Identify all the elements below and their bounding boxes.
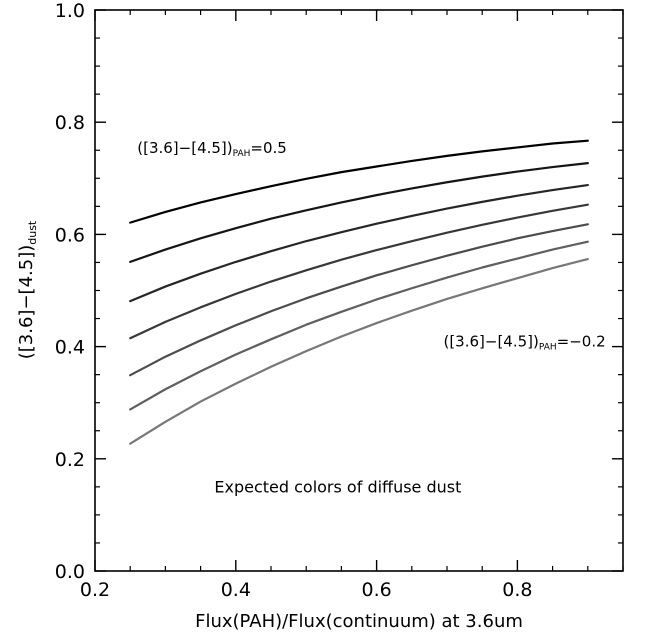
x-tick-label: 0.4 xyxy=(221,579,251,601)
series-line-1 xyxy=(129,139,589,224)
annotation-caption: Expected colors of diffuse dust xyxy=(214,477,461,496)
y-tick-label: 1.0 xyxy=(55,0,85,22)
series-line-5 xyxy=(129,223,589,377)
series-layer xyxy=(129,139,589,445)
tick-layer: 0.2 0.4 0.6 0.80.00.20.40.60.81.0 xyxy=(55,0,624,601)
y-tick-label: 0.0 xyxy=(55,561,85,583)
annotation-layer: ([3.6]−[4.5])PAH=0.5([3.6]−[4.5])PAH=−0.… xyxy=(137,139,605,496)
y-axis-title-main: ([3.6]−[4.5]) xyxy=(16,245,37,359)
series-line-4 xyxy=(129,203,589,340)
series-line-2 xyxy=(129,162,589,263)
annotation-bottom-main: ([3.6]−[4.5]) xyxy=(443,333,538,351)
x-axis-title: Flux(PAH)/Flux(continuum) at 3.6um xyxy=(195,611,523,632)
y-axis-title: ([3.6]−[4.5])dust xyxy=(16,220,39,359)
y-tick-label: 0.2 xyxy=(55,449,85,471)
annotation-top: ([3.6]−[4.5])PAH=0.5 xyxy=(137,139,287,159)
annotation-bottom-sub: PAH xyxy=(539,343,557,353)
annotation-bottom: ([3.6]−[4.5])PAH=−0.2 xyxy=(443,333,605,353)
annotation-top-value: =0.5 xyxy=(250,139,286,157)
x-tick-label: 0.6 xyxy=(361,579,391,601)
y-tick-label: 0.6 xyxy=(55,224,85,246)
y-tick-label: 0.4 xyxy=(55,337,85,359)
series-line-6 xyxy=(129,240,589,411)
y-axis-title-sub: dust xyxy=(26,220,39,245)
series-line-7 xyxy=(129,257,589,445)
annotation-top-sub: PAH xyxy=(233,149,251,159)
series-line-3 xyxy=(129,183,589,303)
annotation-bottom-value: =−0.2 xyxy=(557,333,606,351)
y-tick-label: 0.8 xyxy=(55,112,85,134)
x-tick-label: 0.2 xyxy=(80,579,110,601)
annotation-top-main: ([3.6]−[4.5]) xyxy=(137,139,232,157)
x-tick-label: 0.8 xyxy=(502,579,532,601)
